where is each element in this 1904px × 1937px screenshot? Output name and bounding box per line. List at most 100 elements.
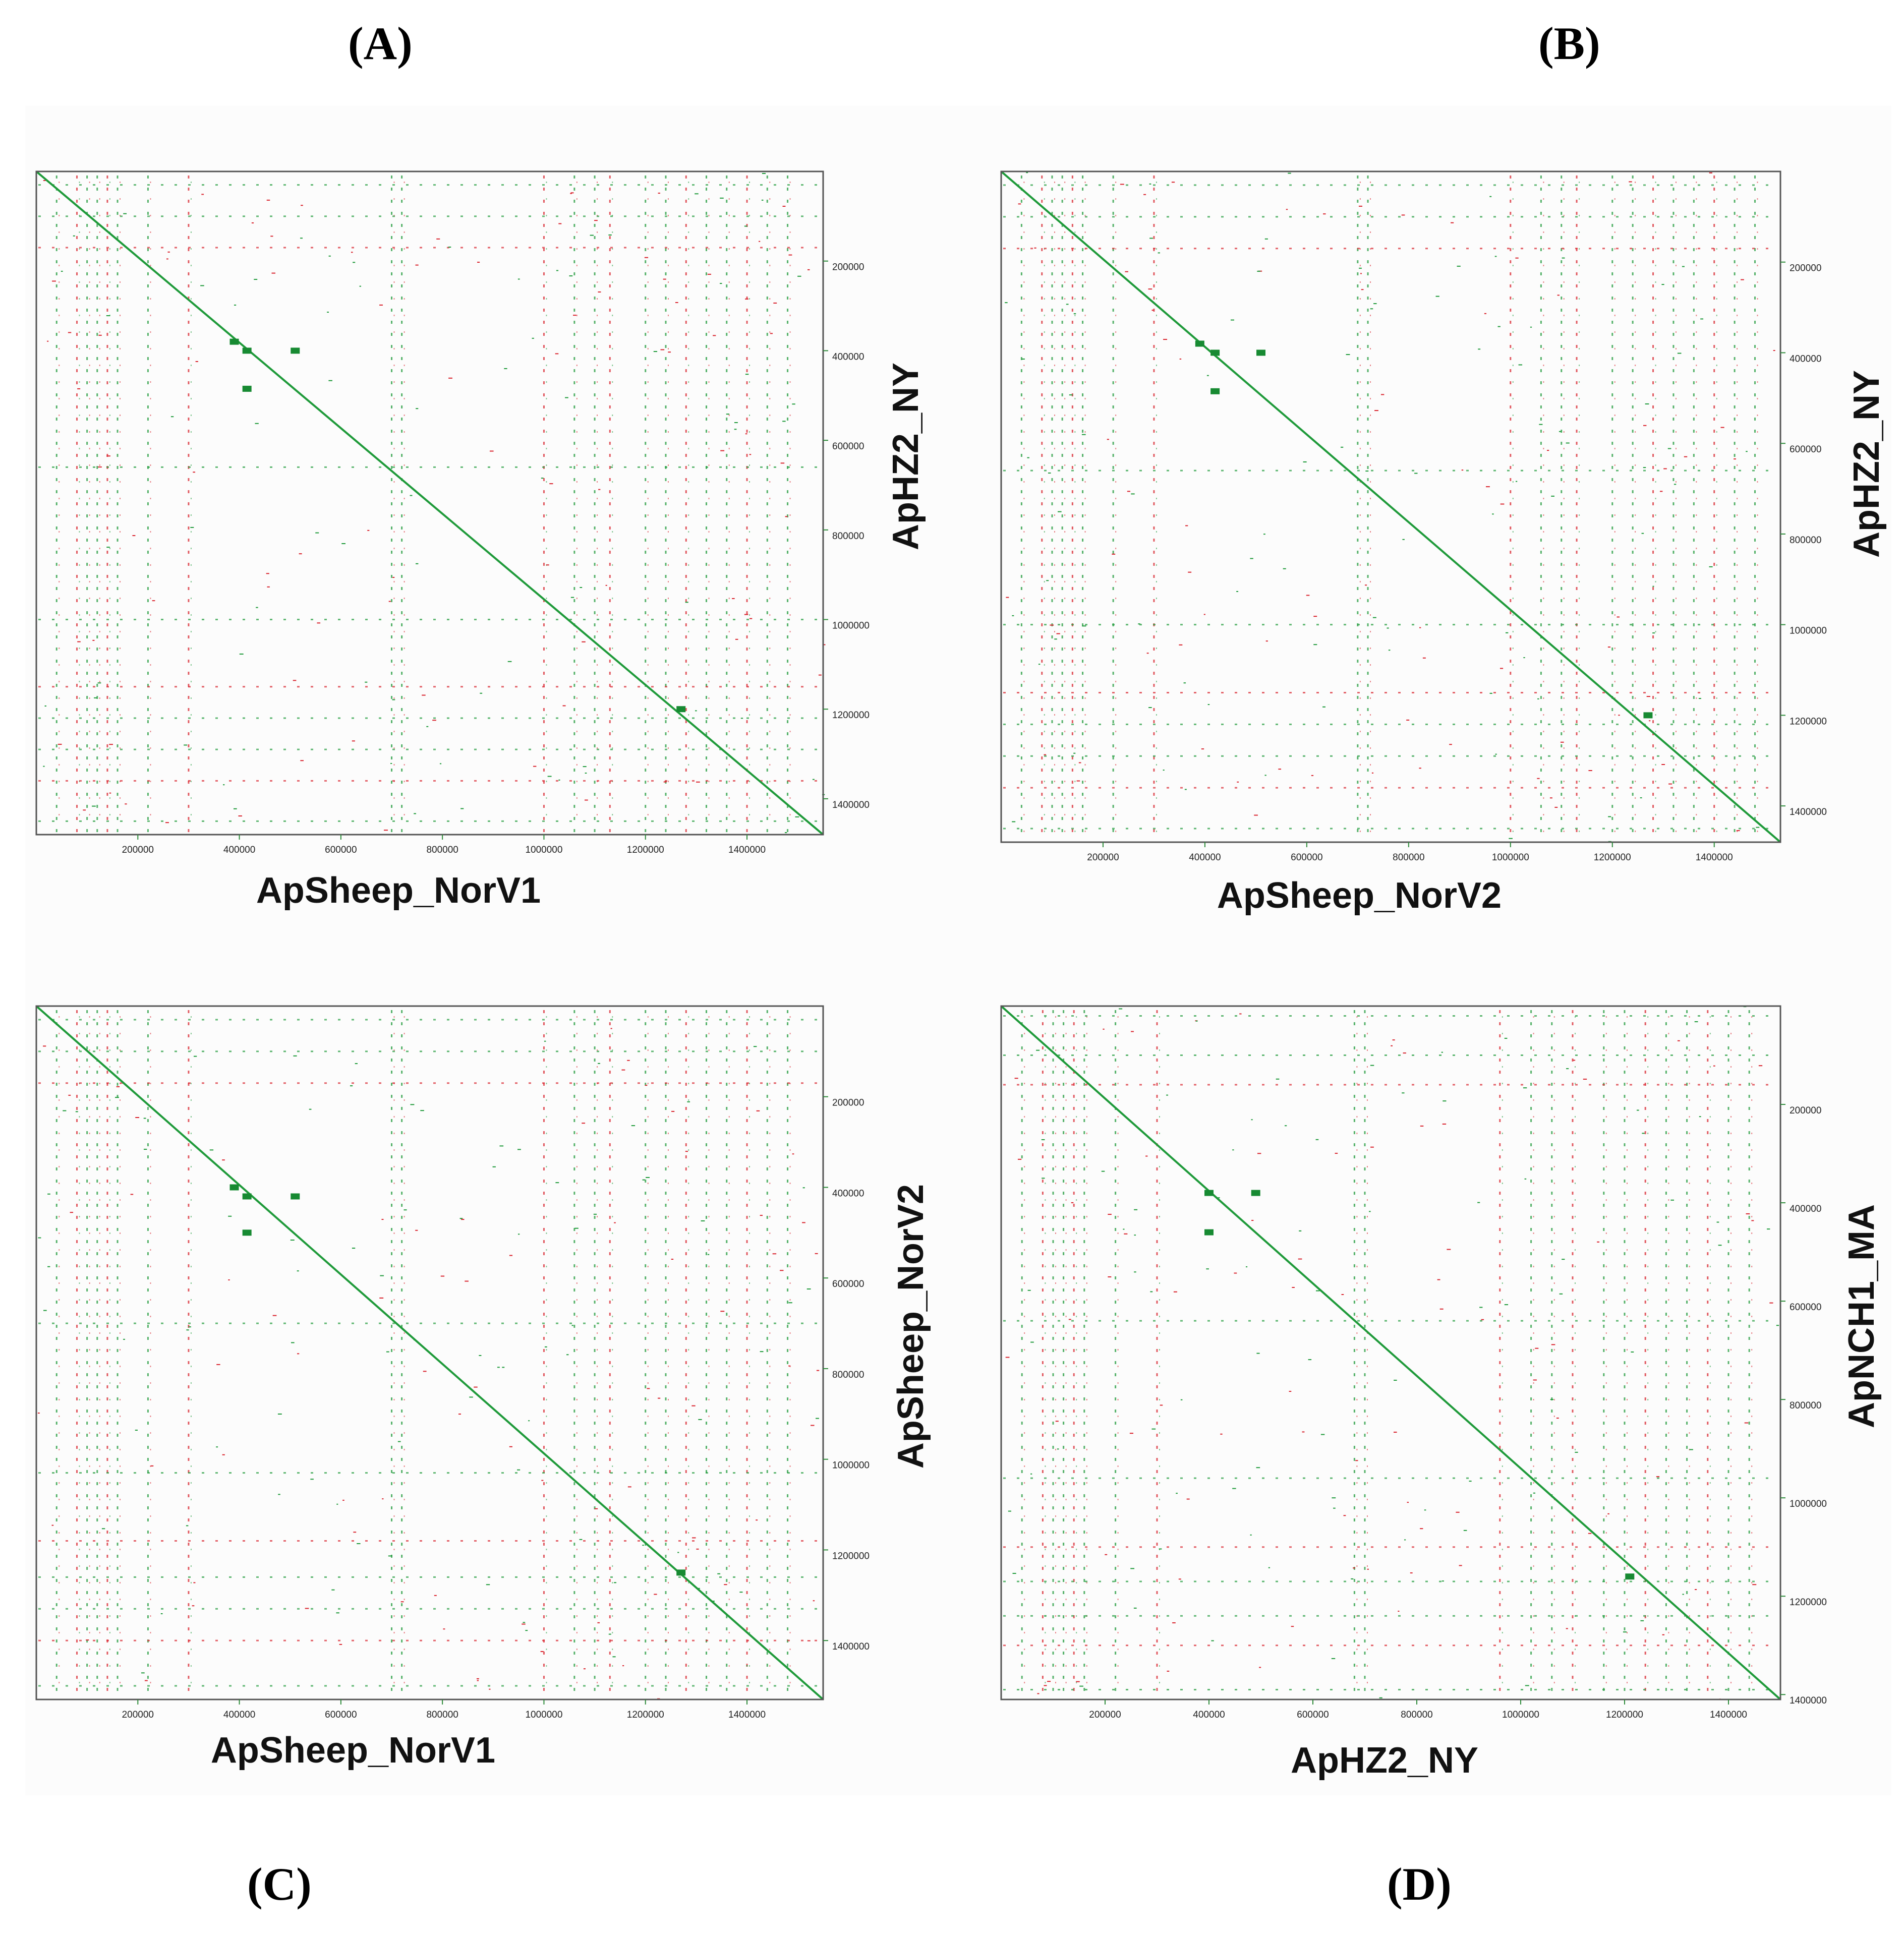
scatter-hit-b xyxy=(1237,781,1239,783)
plot-area-d xyxy=(1000,1005,1781,1700)
scatter-hit-b xyxy=(1066,304,1069,305)
scatter-hit-a xyxy=(818,674,822,676)
scatter-hit-d xyxy=(1256,1353,1260,1354)
scatter-hit-a xyxy=(341,543,345,544)
scatter-hit-b xyxy=(1207,704,1210,706)
y-tick-label-d: 1000000 xyxy=(1790,1499,1827,1509)
scatter-hit-a xyxy=(785,832,787,834)
scatter-hit-d xyxy=(1424,1509,1426,1511)
scatter-hit-d xyxy=(1441,1051,1443,1053)
scatter-hit-c xyxy=(540,1651,544,1652)
scatter-hit-b xyxy=(1756,827,1760,828)
scatter-hit-b xyxy=(1746,451,1748,452)
y-tick-label-c: 800000 xyxy=(832,1370,864,1380)
scatter-hit-c xyxy=(380,1275,384,1276)
scatter-hit-c xyxy=(517,1469,521,1471)
scatter-hit-b xyxy=(1537,778,1540,779)
scatter-hit-d xyxy=(1562,1259,1565,1260)
scatter-hit-b xyxy=(1069,394,1073,396)
scatter-hit-b xyxy=(1127,491,1131,492)
scatter-hit-a xyxy=(547,776,552,777)
scatter-hit-d xyxy=(1036,1049,1040,1051)
scatter-hit-a xyxy=(166,258,168,260)
scatter-hit-c xyxy=(642,1179,645,1181)
scatter-hit-a xyxy=(416,563,419,564)
scatter-hit-a xyxy=(315,532,319,534)
scatter-hit-b xyxy=(1027,457,1029,458)
scatter-hit-d xyxy=(1133,1607,1137,1609)
scatter-hit-a xyxy=(327,312,329,313)
scatter-hit-a xyxy=(365,681,368,683)
scatter-hit-c xyxy=(415,1229,418,1231)
scatter-hit-d xyxy=(1351,1578,1354,1579)
scatter-hit-d xyxy=(1068,1319,1071,1320)
scatter-hit-c xyxy=(222,1454,225,1455)
scatter-hit-d xyxy=(1355,1460,1358,1461)
scatter-hit-d xyxy=(1670,1199,1675,1201)
scatter-hit-b xyxy=(1518,364,1523,366)
scatter-hit-c xyxy=(160,1613,163,1614)
scatter-hit-a xyxy=(328,380,332,381)
scatter-hit-a xyxy=(797,275,801,277)
scatter-hit-c xyxy=(593,1213,597,1215)
scatter-hit-d xyxy=(1234,1272,1237,1274)
scatter-hit-a xyxy=(392,699,395,700)
scatter-hit-a xyxy=(68,332,72,333)
scatter-hit-b xyxy=(1700,318,1704,320)
scatter-hit-a xyxy=(570,193,572,194)
scatter-hit-b xyxy=(1649,720,1651,722)
scatter-hit-c xyxy=(802,1222,805,1223)
scatter-hit-b xyxy=(1646,696,1650,697)
scatter-hit-c xyxy=(353,1532,357,1533)
scatter-hit-d xyxy=(1656,1476,1660,1478)
scatter-hit-c xyxy=(342,1499,344,1501)
scatter-hit-d xyxy=(1533,1492,1535,1494)
scatter-hit-d xyxy=(1173,1291,1177,1293)
scatter-hit-c xyxy=(400,1601,404,1603)
scatter-hit-b xyxy=(1549,797,1552,799)
y-axis-label-c: ApSheep_NorV2 xyxy=(891,1184,931,1469)
scatter-hit-b xyxy=(1643,425,1647,426)
scatter-hit-d xyxy=(1556,1418,1559,1419)
scatter-hit-a xyxy=(106,315,110,316)
synteny-block-b xyxy=(1210,388,1220,394)
synteny-block-a xyxy=(242,347,252,354)
scatter-hit-d xyxy=(1367,1568,1369,1570)
scatter-hit-a xyxy=(328,255,331,257)
scatter-hit-b xyxy=(1034,247,1036,249)
y-tick-label-c: 1000000 xyxy=(832,1460,870,1471)
scatter-hit-d xyxy=(1101,1170,1105,1172)
scatter-hit-a xyxy=(541,478,544,479)
scatter-hit-a xyxy=(223,784,225,786)
scatter-hit-a xyxy=(201,194,204,195)
scatter-hit-a xyxy=(549,483,553,485)
scatter-hit-c xyxy=(51,1524,54,1526)
synteny-block-a xyxy=(291,347,300,354)
scatter-hit-d xyxy=(1119,1008,1123,1010)
x-tick-label-c: 1400000 xyxy=(728,1710,766,1720)
scatter-hit-c xyxy=(685,1151,688,1152)
y-tick-label-c: 600000 xyxy=(832,1279,864,1289)
scatter-hit-a xyxy=(77,641,81,642)
x-tick-label-b: 200000 xyxy=(1087,852,1119,863)
scatter-hit-d xyxy=(1160,1404,1163,1406)
scatter-hit-c xyxy=(509,1446,512,1447)
scatter-hit-c xyxy=(502,1367,505,1368)
scatter-hit-b xyxy=(1179,358,1182,360)
scatter-hit-c xyxy=(188,1326,191,1328)
scatter-hit-d xyxy=(1251,1220,1254,1221)
scatter-hit-c xyxy=(193,1582,196,1583)
scatter-hit-a xyxy=(448,377,452,379)
scatter-hit-a xyxy=(605,584,607,586)
scatter-hit-b xyxy=(1313,644,1317,645)
scatter-hit-b xyxy=(1151,310,1154,311)
scatter-hit-b xyxy=(1451,222,1454,223)
scatter-hit-c xyxy=(379,1297,384,1299)
scatter-hit-a xyxy=(558,223,562,224)
scatter-hit-d xyxy=(1441,1580,1444,1582)
scatter-hit-c xyxy=(642,1545,644,1546)
scatter-hit-c xyxy=(135,1117,140,1119)
scatter-hit-d xyxy=(1420,1528,1423,1530)
